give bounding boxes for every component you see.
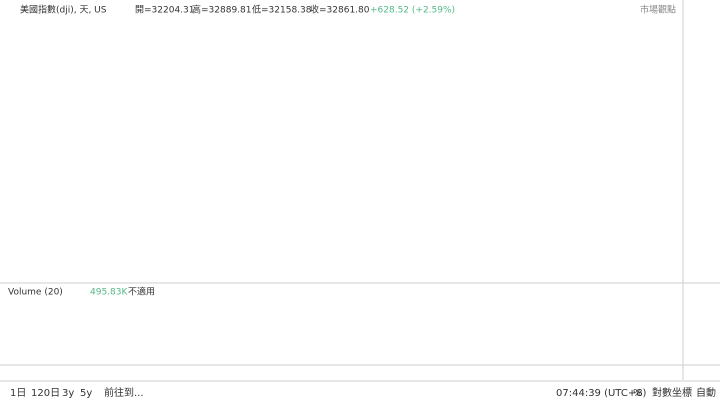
symbol: 美國指數(dji), 天, US [20, 4, 107, 16]
range-button[interactable]: 1日 [10, 388, 26, 399]
ohlc-low: 低=32158.38 [252, 4, 312, 16]
log-button[interactable]: 對數坐標 [652, 386, 692, 399]
ohlc-close: 收=32861.80 [310, 4, 370, 16]
volume-note: 不適用 [128, 286, 155, 298]
volume-title: Volume (20) [8, 288, 63, 298]
range-button[interactable]: 3y [62, 388, 74, 399]
range-button[interactable]: 5y [80, 388, 92, 399]
ohlc-high: 高=32889.81 [192, 4, 252, 16]
change: +628.52 (+2.59%) [370, 6, 455, 16]
clock: 07:44:39 (UTC+8) [556, 388, 647, 399]
ohlc-open: 開=32204.31 [135, 5, 195, 16]
market-view[interactable]: 市場觀點 [640, 4, 676, 16]
goto-button[interactable]: 前往到... [104, 386, 144, 399]
auto-button[interactable]: 自動 [696, 386, 716, 399]
range-button[interactable]: 120日 [31, 388, 60, 399]
percent-button[interactable]: % [633, 388, 643, 399]
volume-last: 495.83K [90, 288, 128, 298]
